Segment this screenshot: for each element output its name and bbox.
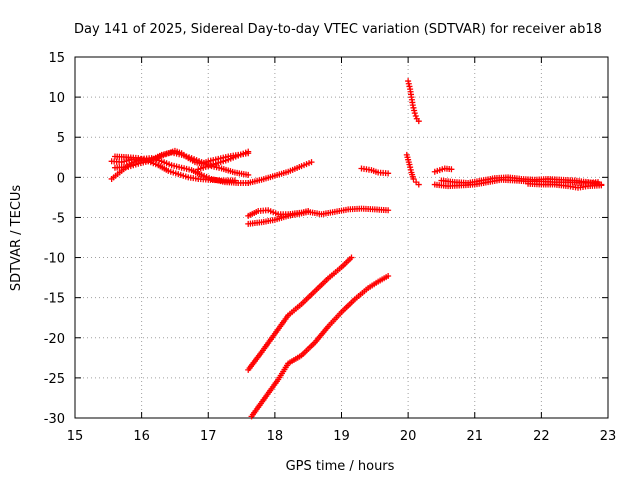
series-arc-i <box>358 165 392 177</box>
series-arc-k <box>403 151 422 188</box>
y-tick-label: -10 <box>44 252 65 267</box>
x-tick-label: 18 <box>267 429 284 444</box>
data-point <box>448 166 455 173</box>
data-point <box>231 177 238 184</box>
y-axis-label: SDTVAR / TECUs <box>9 185 24 292</box>
data-point <box>245 171 252 178</box>
series-arc-c <box>111 153 238 184</box>
data-point <box>407 164 414 171</box>
series-arc-f <box>245 159 315 186</box>
data-point <box>598 182 605 189</box>
y-tick-label: 10 <box>48 91 65 106</box>
y-tick-label: -5 <box>52 211 65 226</box>
series-arc-j <box>405 78 422 125</box>
data-point <box>348 254 355 261</box>
grid <box>75 57 608 418</box>
chart-title: Day 141 of 2025, Sidereal Day-to-day VTE… <box>74 22 602 37</box>
data-point <box>410 104 417 111</box>
x-tick-label: 23 <box>600 429 617 444</box>
y-tick-label: 5 <box>57 131 65 146</box>
x-tick-label: 19 <box>333 429 350 444</box>
data-point <box>405 78 412 85</box>
series-arc-h <box>245 205 392 227</box>
series-arc-l <box>431 165 455 175</box>
y-tick-label: -15 <box>44 292 65 307</box>
data-point <box>415 118 422 125</box>
x-tick-label: 22 <box>533 429 550 444</box>
data-point <box>410 175 417 182</box>
data-point <box>385 170 392 177</box>
data-point <box>385 207 392 214</box>
y-tick-label: -30 <box>44 412 65 427</box>
x-tick-label: 17 <box>200 429 217 444</box>
data-point <box>411 110 418 117</box>
data-point <box>407 166 414 173</box>
axis-ticks: 15 16 17 18 19 20 21 22 23 -30 -25 -20 -15 -10 -5 0 5 10 1… <box>44 51 617 444</box>
data-point <box>406 83 413 90</box>
series-arc-q <box>248 273 392 420</box>
y-tick-label: 15 <box>48 51 65 66</box>
data-point <box>308 159 315 166</box>
data-point <box>385 273 392 280</box>
data-series <box>108 78 605 420</box>
data-point <box>406 161 413 168</box>
data-point <box>411 107 418 114</box>
y-tick-label: -25 <box>44 372 65 387</box>
series-arc-e <box>195 148 252 173</box>
x-tick-label: 16 <box>133 429 150 444</box>
data-point <box>405 80 412 87</box>
data-point <box>415 181 422 188</box>
series-arc-p <box>245 254 355 373</box>
x-tick-label: 21 <box>466 429 483 444</box>
series-arc-o <box>525 180 605 191</box>
x-tick-label: 20 <box>400 429 417 444</box>
data-point <box>245 148 252 155</box>
y-tick-label: -20 <box>44 332 65 347</box>
y-tick-label: 0 <box>57 171 65 186</box>
data-point <box>412 112 419 119</box>
x-tick-label: 15 <box>67 429 84 444</box>
x-axis-label: GPS time / hours <box>286 459 395 474</box>
data-point <box>409 102 416 109</box>
